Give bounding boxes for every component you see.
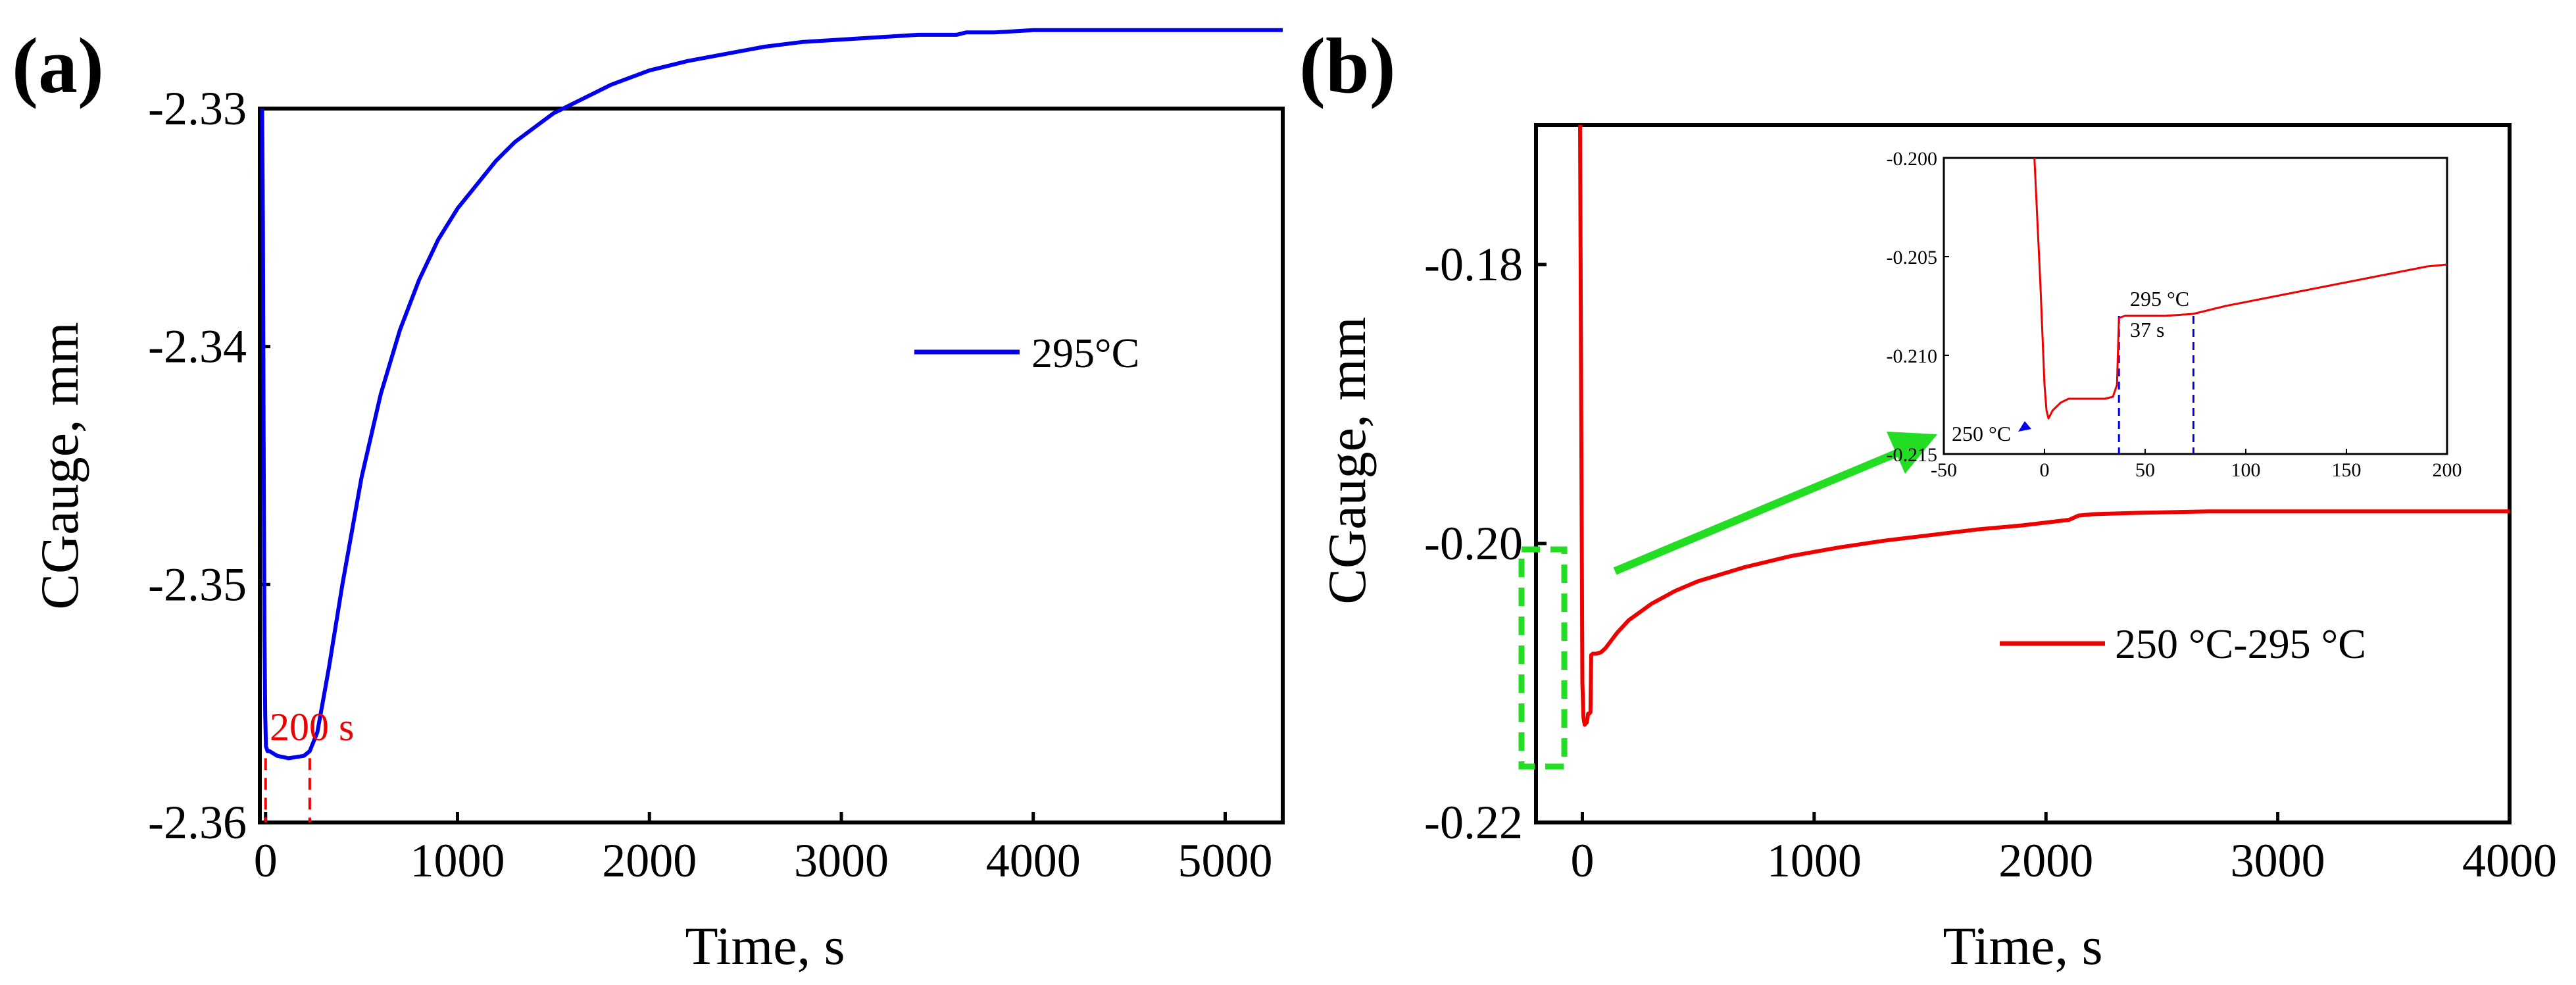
plot-frame-b	[1534, 123, 2512, 824]
x-tick-label: 2000	[1998, 834, 2093, 887]
y-tick-label: -2.34	[148, 320, 247, 373]
highlight-box	[1518, 546, 1568, 770]
legend-label-a: 295°C	[1031, 330, 1139, 376]
legend-a: 295°C	[914, 330, 1139, 376]
axis-ticks-a: 0 1000 2000 3000 4000 5000 -2.36 -2.35 -2.34 -2.3…	[148, 82, 1272, 887]
panel-label-b: (b)	[1299, 22, 1396, 109]
legend-b: 250 °C-295 °C	[2000, 620, 2366, 667]
inset-series-line	[2033, 157, 2448, 420]
x-tick-label: 1000	[1767, 834, 1862, 887]
x-tick-label: 150	[2332, 459, 2362, 481]
x-tick-label: 100	[2231, 459, 2261, 481]
inset-250-arrow	[2018, 421, 2031, 432]
x-tick-label: 0	[1570, 834, 1594, 887]
annotation-200s: 200 s	[270, 705, 354, 749]
panel-label-a: (a)	[12, 22, 104, 109]
axis-ticks-b: 0 1000 2000 3000 4000-0.22-0.20-0.18	[1424, 238, 2557, 887]
y-tick-label: -0.200	[1887, 148, 1938, 170]
y-tick-label: -2.35	[148, 558, 247, 611]
x-tick-label: -50	[1931, 459, 1957, 481]
y-axis-title-a: CGauge, mm	[30, 322, 89, 609]
y-tick-label: -0.22	[1424, 796, 1523, 849]
y-tick-label: -0.18	[1424, 238, 1523, 291]
y-tick-label: -0.205	[1887, 247, 1938, 268]
inset-label-250: 250 °C	[1952, 422, 2011, 445]
inset-axis-ticks: -50 0 50 100 150 200 -0.215 -0.210 -0.205 -0.200	[1887, 148, 2462, 481]
y-tick-label: -0.215	[1887, 444, 1938, 466]
inset-label-295: 295 °C	[2130, 287, 2189, 311]
inset-frame	[1943, 157, 2448, 455]
x-tick-label: 4000	[2462, 834, 2557, 887]
series-line-b	[1578, 124, 2510, 727]
x-tick-label: 1000	[410, 834, 505, 887]
x-tick-label: 0	[2040, 459, 2050, 481]
y-tick-label: -2.36	[148, 796, 247, 849]
y-axis-title-b: CGauge, mm	[1317, 316, 1377, 604]
x-tick-label: 2000	[602, 834, 697, 887]
x-tick-label: 200	[2433, 459, 2462, 481]
plot-frame-a	[258, 107, 1285, 824]
inset-markers	[2118, 316, 2194, 454]
legend-label-b: 250 °C-295 °C	[2115, 620, 2366, 667]
x-tick-label: 5000	[1177, 834, 1272, 887]
x-tick-label: 0	[254, 834, 278, 887]
arrow-shaft	[1613, 449, 1900, 575]
x-tick-label: 4000	[986, 834, 1081, 887]
y-tick-label: -0.20	[1424, 517, 1523, 570]
x-tick-label: 50	[2135, 459, 2155, 481]
highlight-arrow	[1613, 432, 1937, 575]
x-axis-title-a: Time, s	[685, 916, 845, 976]
series-line-a	[260, 28, 1283, 761]
y-tick-label: -0.210	[1887, 345, 1938, 367]
x-axis-title-b: Time, s	[1943, 916, 2102, 976]
x-tick-label: 3000	[2231, 834, 2325, 887]
annotation-markers-a	[264, 758, 311, 822]
panel-b: (b) 0 1000 2000 3000 4000-0.22-0.20-0.18 250…	[1299, 22, 2557, 976]
arrow-head	[1887, 432, 1937, 474]
x-tick-label: 3000	[794, 834, 889, 887]
inset-label-37s: 37 s	[2130, 318, 2164, 341]
panel-a: (a) 0 1000 2000 3000 4000 5000 -2.36 -2.35 -2.34…	[12, 22, 1285, 976]
y-tick-label: -2.33	[148, 82, 247, 135]
inset-plot: -50 0 50 100 150 200-0.215-0.210-0.205-0.200 …	[1887, 148, 2462, 481]
